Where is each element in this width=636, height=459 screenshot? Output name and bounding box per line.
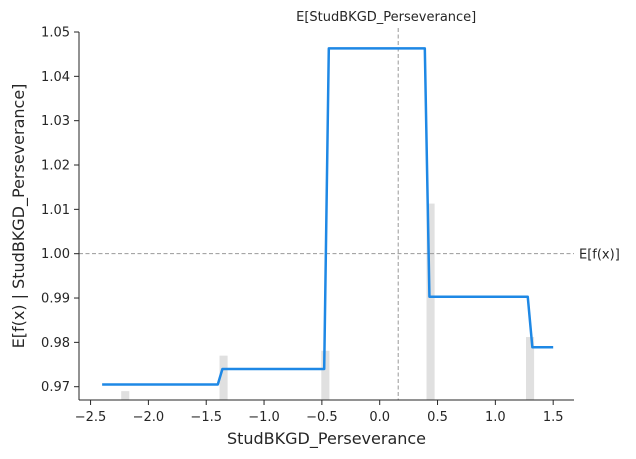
- x-tick-label: −1.5: [190, 410, 222, 425]
- x-tick-label: 0.5: [427, 410, 448, 425]
- expected-feature-label: E[StudBKGD_Perseverance]: [296, 10, 476, 25]
- y-tick-label: 0.98: [41, 336, 70, 351]
- histogram-bar: [321, 350, 330, 400]
- series-line-layer: [102, 47, 554, 386]
- expected-value-label: E[f(x)]: [579, 248, 620, 263]
- y-axis-label: E[f(x) | StudBKGD_Perseverance]: [9, 84, 29, 349]
- y-tick-label: 1.00: [41, 247, 70, 262]
- axes: [74, 31, 574, 405]
- y-tick-label: 1.05: [41, 26, 70, 41]
- histogram-layer: [121, 203, 535, 400]
- histogram-bar: [526, 337, 535, 400]
- histogram-bar: [121, 391, 130, 400]
- tick-labels: −2.5 −2.0 −1.5 −1.0 −0.5 0.0 0.5 1.0 1.5 0.97 0.98…: [41, 26, 563, 426]
- y-tick-label: 0.99: [41, 292, 70, 307]
- x-tick-label: −2.0: [133, 410, 165, 425]
- x-tick-label: 1.0: [485, 410, 506, 425]
- y-tick-label: 1.03: [41, 114, 70, 129]
- x-tick-label: 1.5: [543, 410, 564, 425]
- series-line: [102, 47, 554, 386]
- y-tick-label: 0.97: [41, 380, 70, 395]
- y-tick-label: 1.02: [41, 159, 70, 174]
- x-axis-label: StudBKGD_Perseverance: [227, 429, 426, 449]
- histogram-bar: [219, 355, 228, 400]
- x-tick-label: −2.5: [75, 410, 107, 425]
- y-tick-label: 1.04: [41, 70, 70, 85]
- y-tick-label: 1.01: [41, 203, 70, 218]
- histogram-bar: [426, 203, 435, 400]
- x-tick-label: 0.0: [369, 410, 390, 425]
- x-tick-label: −1.0: [248, 410, 280, 425]
- x-tick-label: −0.5: [306, 410, 338, 425]
